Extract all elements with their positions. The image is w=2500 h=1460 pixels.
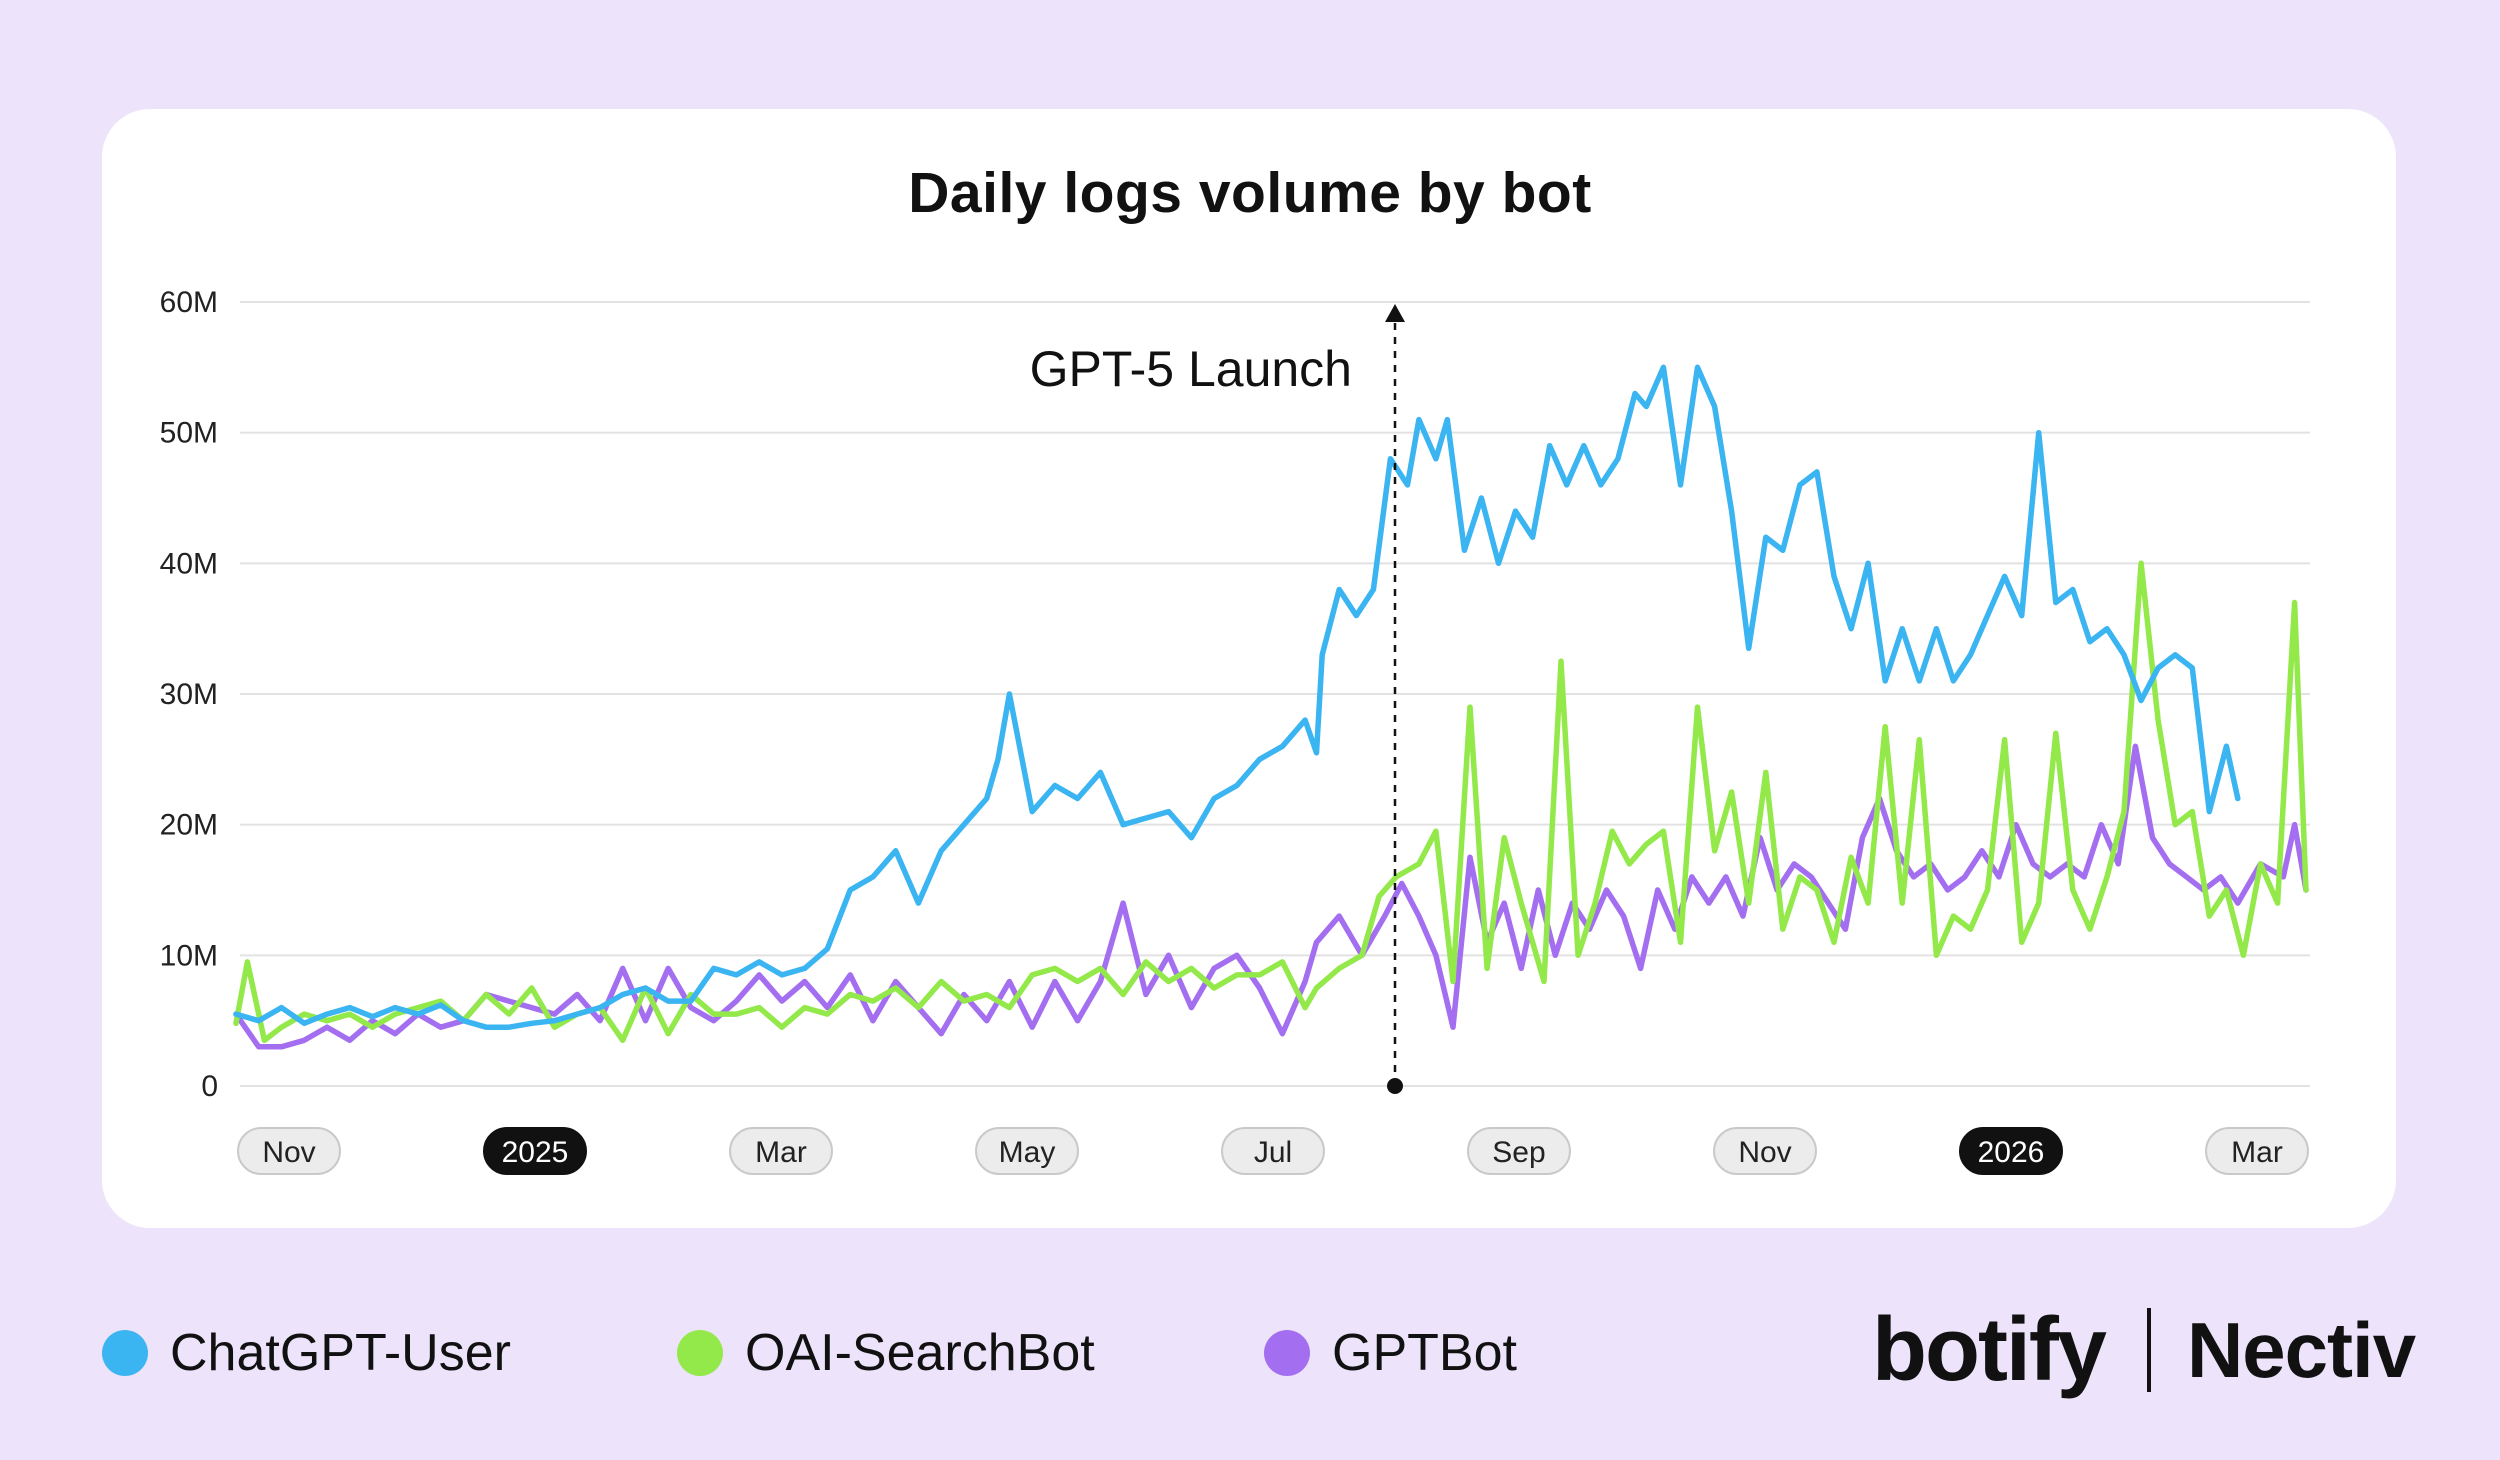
x-tick: Mar [729,1127,833,1175]
legend-dot-oai-searchbot [677,1330,723,1376]
x-tick: Jul [1221,1127,1325,1175]
legend-label-oai-searchbot: OAI-SearchBot [745,1324,1095,1382]
x-tick: Nov [1713,1127,1817,1175]
series-line-gptbot [233,743,2309,1050]
y-tick-label: 20M [160,809,218,842]
x-tick-pill [2205,1127,2309,1175]
y-tick-label: 30M [160,678,218,711]
legend-dot-gptbot [1264,1330,1310,1376]
nectiv-logo: Nectiv [2186,1305,2416,1394]
x-tick: 2025 [483,1127,587,1175]
gridlines [240,301,2310,1087]
legend-label-chatgpt-user: ChatGPT-User [170,1324,511,1382]
x-tick-pill [1713,1127,1817,1175]
x-tick-pill [975,1127,1079,1175]
x-tick: 2026 [1959,1127,2063,1175]
x-tick-pill [1221,1127,1325,1175]
botify-logo: botify [1872,1299,2107,1400]
x-tick-label: 2026 [1978,1136,2045,1169]
x-tick-label: 2025 [502,1136,569,1169]
x-tick: Nov [237,1127,341,1175]
y-tick-label: 40M [160,547,218,580]
x-tick-pill [729,1127,833,1175]
x-tick-label: Sep [1492,1136,1545,1169]
x-tick-label: Mar [755,1136,807,1169]
legend-item-chatgpt-user: ChatGPT-User [102,1318,511,1388]
legend-item-oai-searchbot: OAI-SearchBot [677,1318,1095,1388]
legend-item-gptbot: GPTBot [1264,1318,1517,1388]
series-line-oai-searchbot [233,560,2309,1044]
series-lines [233,364,2309,1050]
y-tick-label: 50M [160,417,218,450]
x-tick: Sep [1467,1127,1571,1175]
gpt5-annotation: GPT-5 Launch [1030,304,1405,1094]
brand-logos: botify Nectiv [1872,1299,2416,1400]
x-axis-ticks: Nov 2025 Mar May Jul Sep Nov 2026 Mar [237,1127,2309,1175]
annotation-label: GPT-5 Launch [1030,341,1352,397]
series-line-chatgpt-user [233,364,2241,1030]
y-axis-ticks: 0 10M 20M 30M 40M 50M 60M [160,286,218,1103]
annotation-arrow-icon [1385,304,1405,322]
x-tick-label: Jul [1254,1136,1292,1169]
y-tick-label: 10M [160,939,218,972]
x-tick-pill [483,1127,587,1175]
legend-label-gptbot: GPTBot [1332,1324,1517,1382]
chart-title: Daily logs volume by bot [908,161,1592,225]
y-tick-label: 60M [160,286,218,319]
x-tick-pill [237,1127,341,1175]
x-tick: Mar [2205,1127,2309,1175]
x-tick-label: May [999,1136,1056,1169]
x-tick-label: Mar [2231,1136,2283,1169]
x-tick-pill [1467,1127,1571,1175]
y-tick-label: 0 [201,1070,218,1103]
annotation-dot [1387,1078,1403,1094]
legend-dot-chatgpt-user [102,1330,148,1376]
x-tick-pill [1959,1127,2063,1175]
x-tick: May [975,1127,1079,1175]
x-tick-label: Nov [262,1136,315,1169]
x-tick-label: Nov [1738,1136,1791,1169]
logo-divider [2146,1308,2151,1392]
chart-card [102,109,2396,1228]
